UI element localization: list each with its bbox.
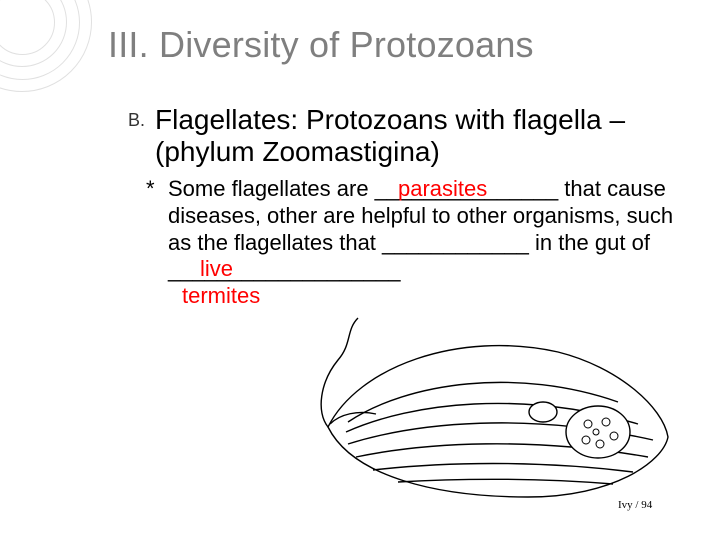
corner-rings-decoration bbox=[0, 0, 92, 92]
list-marker-b: B. bbox=[128, 110, 145, 131]
answer-parasites: parasites bbox=[398, 176, 487, 203]
answer-live: live bbox=[200, 256, 233, 283]
sub-bullet: * Some flagellates are _______________ t… bbox=[146, 176, 676, 283]
list-text-b: Flagellates: Protozoans with flagella – … bbox=[155, 104, 688, 168]
sub-text: Some flagellates are _______________ tha… bbox=[168, 176, 676, 283]
slide-body: B. Flagellates: Protozoans with flagella… bbox=[128, 104, 688, 284]
illustration-attribution: Ivy / 94 bbox=[618, 499, 653, 511]
answer-termites: termites bbox=[182, 283, 260, 310]
euglena-illustration: Ivy / 94 bbox=[318, 312, 678, 512]
sub-marker-asterisk: * bbox=[146, 176, 155, 202]
list-item-b: B. Flagellates: Protozoans with flagella… bbox=[128, 104, 688, 168]
slide-title: III. Diversity of Protozoans bbox=[108, 24, 534, 66]
